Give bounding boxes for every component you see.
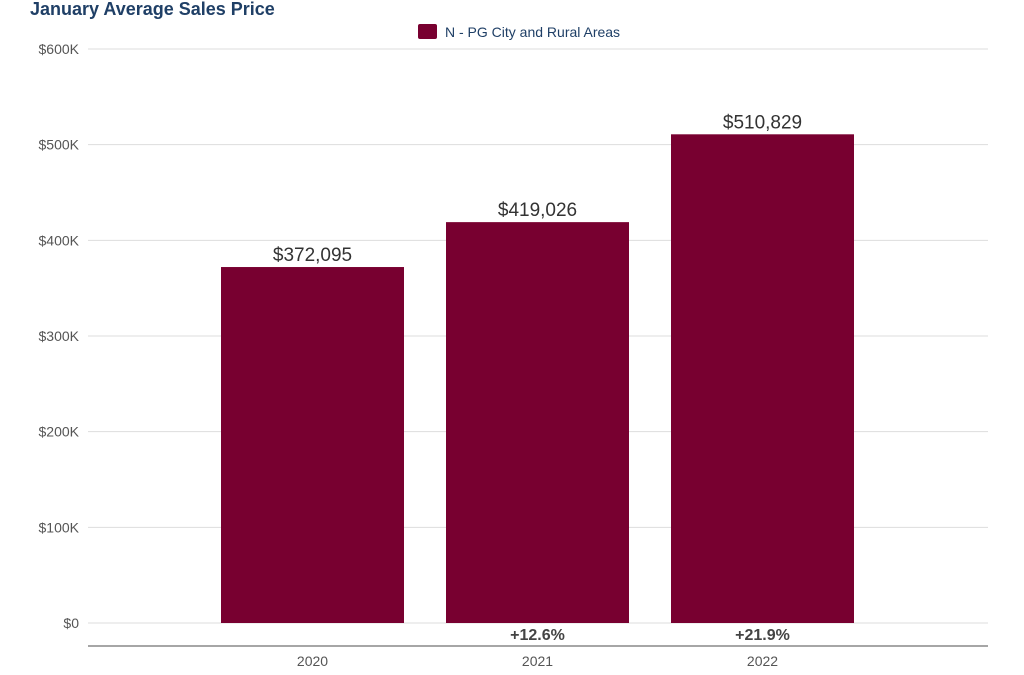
- x-tick-label-2020: 2020: [297, 653, 328, 669]
- y-tick-label: $0: [63, 615, 79, 631]
- y-tick-label: $100K: [39, 519, 80, 535]
- y-tick-label: $500K: [39, 137, 80, 153]
- y-tick-label: $600K: [39, 41, 80, 57]
- legend[interactable]: N - PG City and Rural Areas: [418, 24, 620, 40]
- x-tick-label-2022: 2022: [747, 653, 778, 669]
- bars: [221, 134, 854, 624]
- y-axis: $0 $100K $200K $300K $400K $500K $600K: [39, 41, 80, 631]
- chart-title: January Average Sales Price: [30, 0, 275, 19]
- bar-2022[interactable]: [671, 134, 854, 623]
- change-label-2021: +12.6%: [510, 627, 565, 644]
- legend-swatch: [418, 24, 437, 39]
- x-tick-label-2021: 2021: [522, 653, 553, 669]
- change-label-2022: +21.9%: [735, 627, 790, 644]
- data-labels: $372,095 $419,026 $510,829: [273, 112, 802, 266]
- legend-label: N - PG City and Rural Areas: [445, 24, 620, 40]
- x-axis: 2020 2021 2022: [297, 653, 778, 669]
- data-label-2020: $372,095: [273, 245, 352, 266]
- y-tick-label: $200K: [39, 424, 80, 440]
- y-tick-label: $300K: [39, 328, 80, 344]
- y-tick-label: $400K: [39, 232, 80, 248]
- data-label-2022: $510,829: [723, 112, 802, 133]
- bar-2021[interactable]: [446, 222, 629, 624]
- bar-2020[interactable]: [221, 267, 404, 623]
- change-labels: +12.6% +21.9%: [510, 627, 790, 644]
- data-label-2021: $419,026: [498, 200, 577, 221]
